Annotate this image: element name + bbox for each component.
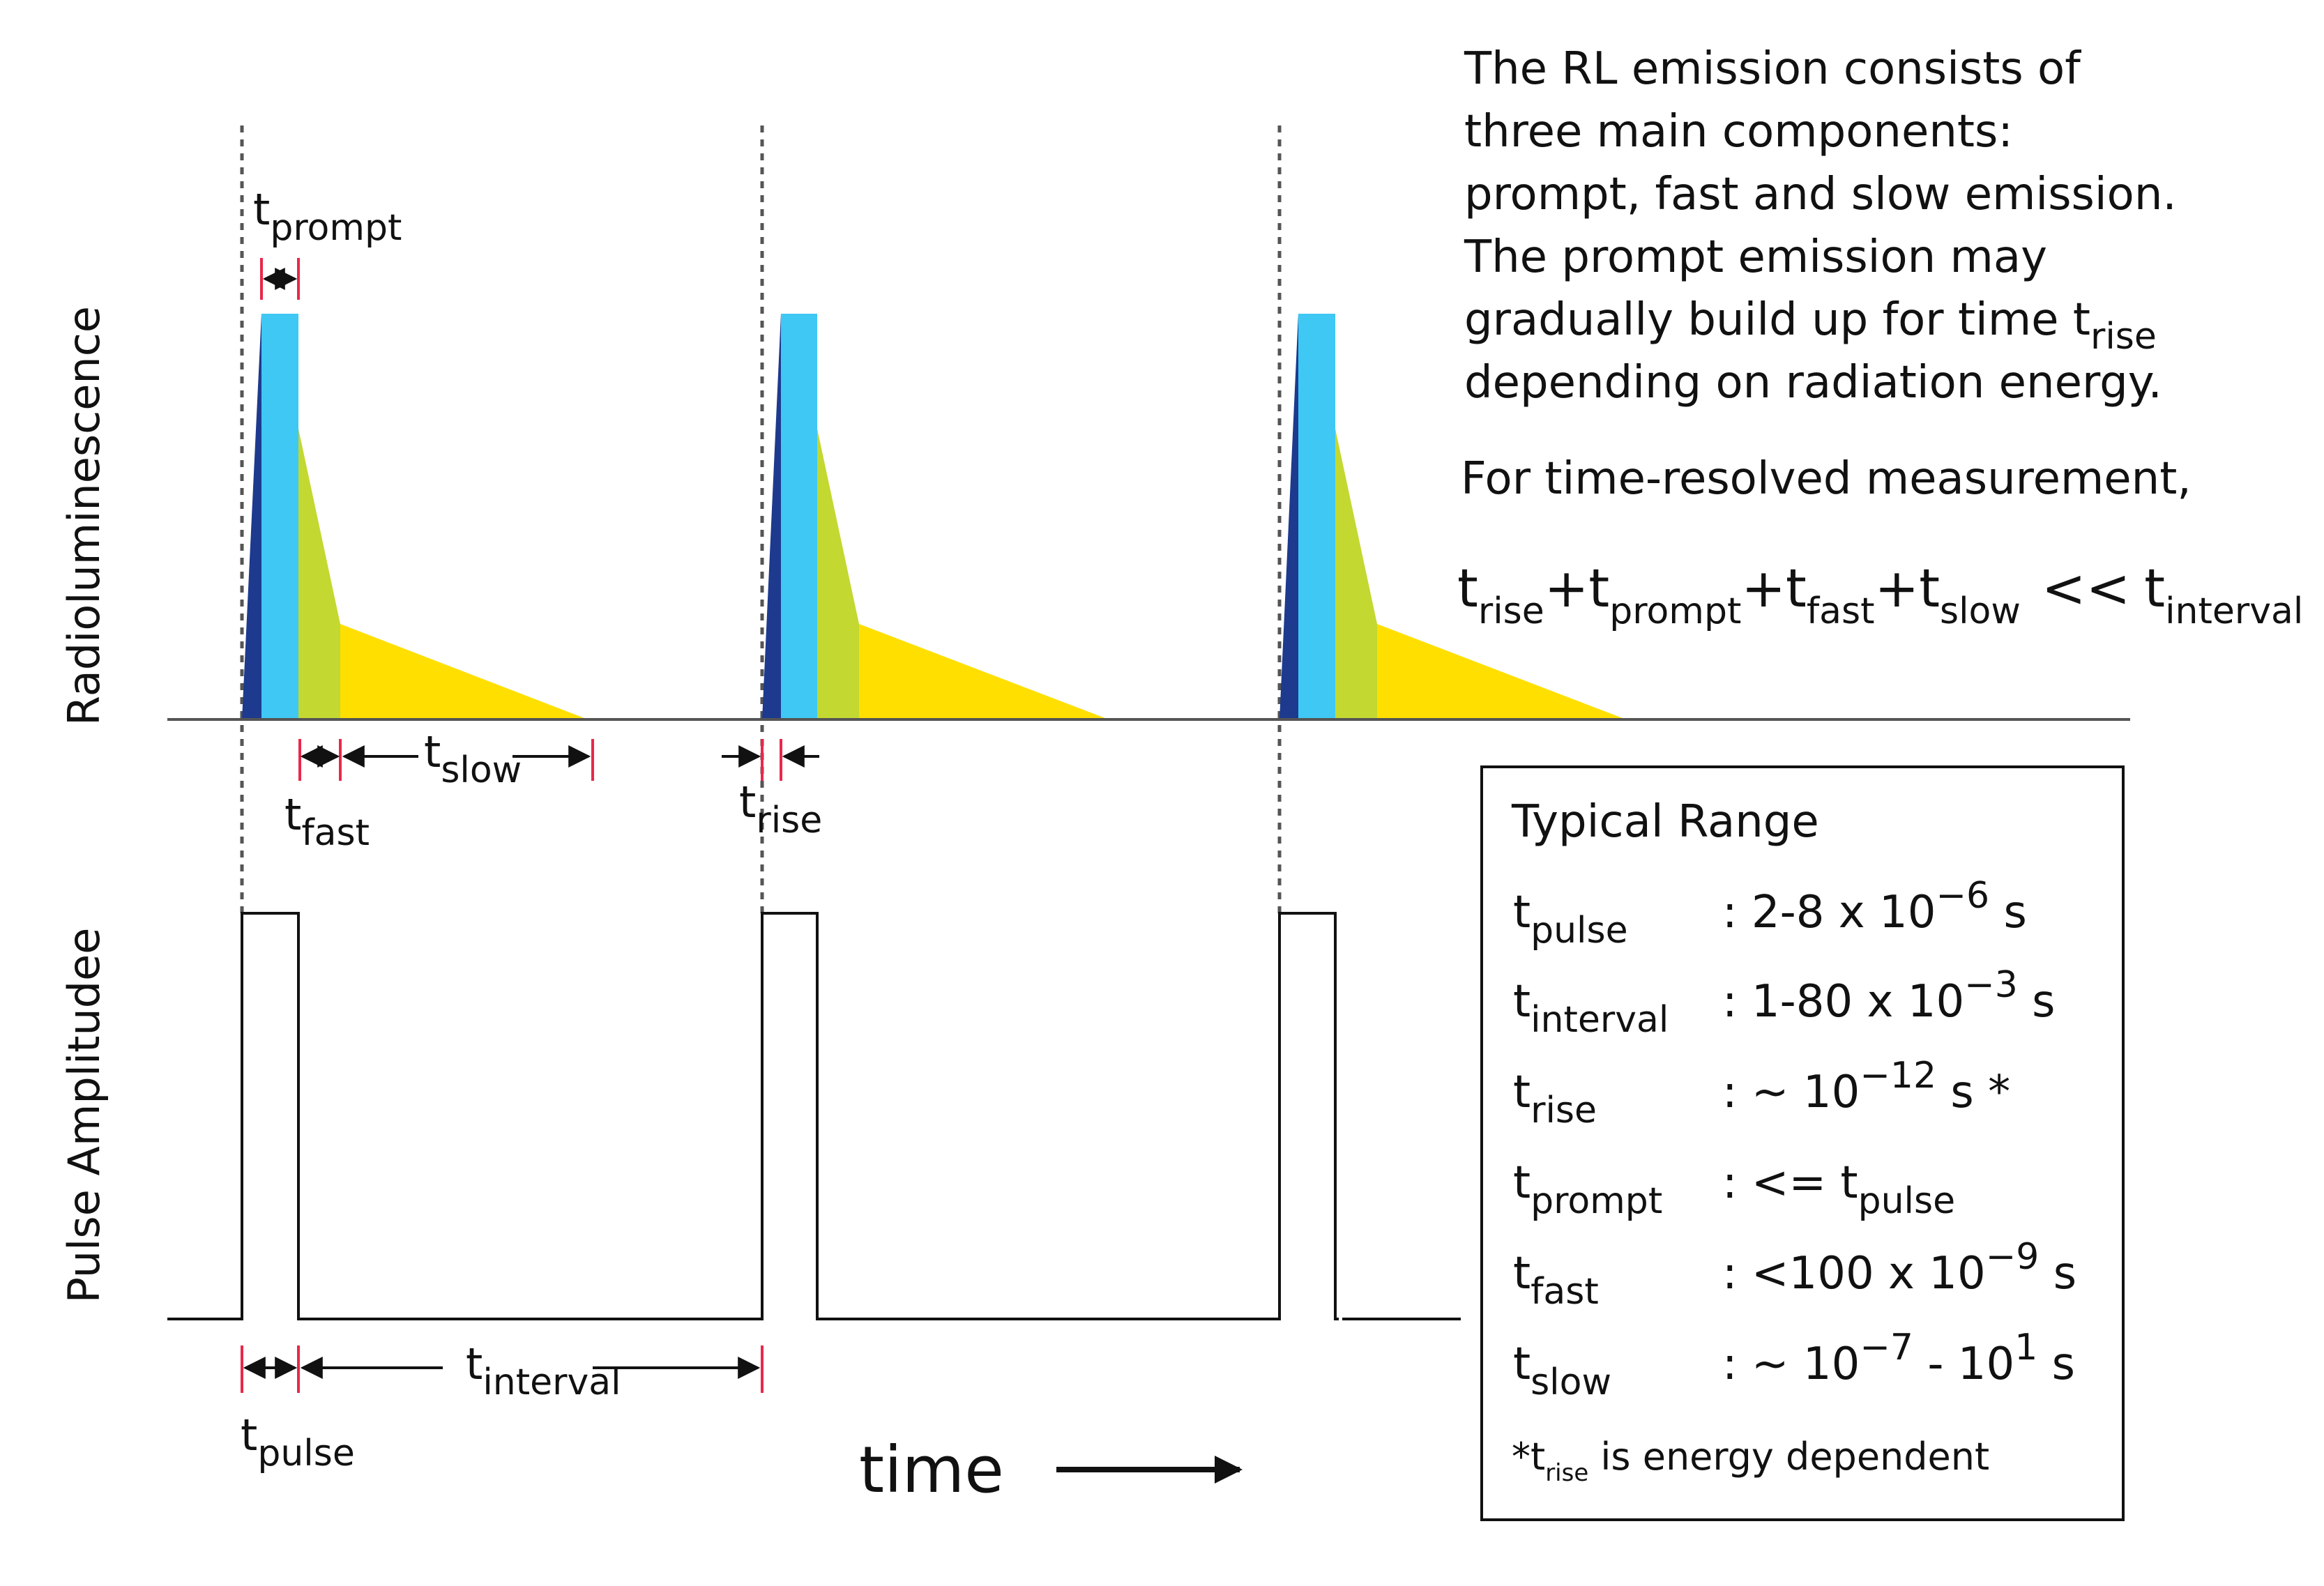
description-line-4: The prompt emission may (1464, 231, 2047, 283)
t-fast-label: tfast (284, 789, 370, 854)
fast-component (1335, 429, 1377, 719)
range-row-prompt: tprompt : <= tpulse (1513, 1157, 1955, 1222)
tick-marks (241, 258, 782, 1393)
description-block: The RL emission consists of three main c… (1457, 43, 2303, 632)
svg-text:: 1-80 x 10−3 s: : 1-80 x 10−3 s (1722, 964, 2056, 1028)
slow-component (340, 624, 588, 719)
description-line-2: three main components: (1464, 106, 2013, 158)
prompt-component (781, 314, 817, 719)
timing-formula: trise+tprompt+tfast+tslow << tinterval (1457, 557, 2303, 632)
svg-text:tfast: tfast (1513, 1248, 1599, 1313)
rise-component (762, 314, 781, 719)
typical-range-frame (1480, 765, 2125, 1521)
svg-text:trise: trise (1513, 1067, 1597, 1131)
slow-component (1377, 624, 1626, 719)
t-prompt-label: tprompt (253, 184, 402, 249)
emission-pulses (242, 314, 1626, 719)
range-row-fast: tfast : <100 x 10−9 s (1513, 1236, 2076, 1313)
range-row-pulse: tpulse : 2-8 x 10−6 s (1513, 875, 2027, 952)
typical-range-title: Typical Range (1511, 796, 1819, 848)
range-row-interval: tinterval : 1-80 x 10−3 s (1513, 964, 2056, 1041)
svg-text:: ~ 10−7 - 101 s: : ~ 10−7 - 101 s (1722, 1327, 2075, 1390)
svg-text:tslow: tslow (1513, 1339, 1611, 1403)
t-rise-label: trise (739, 777, 822, 841)
svg-text:: 2-8 x 10−6 s: : 2-8 x 10−6 s (1722, 875, 2027, 938)
svg-text:: ~ 10−12 s *: : ~ 10−12 s * (1722, 1055, 2010, 1118)
dimension-arrows (243, 268, 819, 1379)
description-line-6: depending on radiation energy. (1464, 357, 2162, 409)
t-slow-label: tslow (424, 726, 522, 791)
guide-lines (240, 125, 1282, 913)
t-interval-label: tinterval (466, 1339, 621, 1403)
svg-text:: <100 x 10−9 s: : <100 x 10−9 s (1722, 1236, 2076, 1299)
description-line-3: prompt, fast and slow emission. (1464, 169, 2177, 220)
range-row-slow: tslow : ~ 10−7 - 101 s (1513, 1327, 2075, 1403)
typical-range-footnote: *trise is energy dependent (1512, 1435, 1989, 1487)
emission-pulse-1 (242, 314, 588, 719)
prompt-component (1298, 314, 1335, 719)
y-axis-label-bottom: Pulse Amplitudee (59, 928, 109, 1304)
prompt-component (261, 314, 298, 719)
emission-pulse-2 (762, 314, 1109, 719)
svg-text:tprompt: tprompt (1513, 1157, 1662, 1222)
t-pulse-label: tpulse (241, 1410, 355, 1474)
y-axis-label-top: Radioluminescence (59, 306, 109, 726)
fast-component (817, 429, 859, 719)
rise-component (1279, 314, 1298, 719)
description-line-1: The RL emission consists of (1464, 43, 2081, 95)
pulse-train (167, 912, 1339, 1320)
typical-range-box: Typical Range tpulse : 2-8 x 10−6 s tint… (1480, 765, 2125, 1521)
x-axis-label: time (859, 1433, 1004, 1507)
emission-pulse-3 (1279, 314, 1626, 719)
range-row-rise: trise : ~ 10−12 s * (1513, 1055, 2010, 1131)
svg-text:tinterval: tinterval (1513, 976, 1669, 1041)
svg-text:tpulse: tpulse (1513, 887, 1628, 952)
fast-component (298, 429, 340, 719)
description-line-5: gradually build up for time trise (1464, 294, 2157, 358)
slow-component (859, 624, 1109, 719)
measurement-line: For time-resolved measurement, (1461, 453, 2192, 505)
rise-component (242, 314, 261, 719)
svg-text:: <= tpulse: : <= tpulse (1722, 1157, 1955, 1222)
